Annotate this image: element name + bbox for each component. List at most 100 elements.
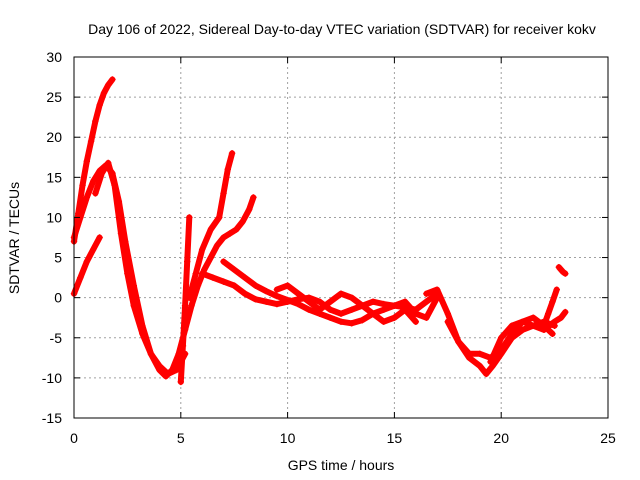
series-track-2	[70, 162, 257, 380]
series-line	[186, 150, 236, 301]
data-point	[233, 226, 240, 233]
data-point	[241, 274, 249, 281]
data-point	[380, 306, 387, 313]
data-point	[327, 314, 334, 321]
data-point	[104, 81, 112, 89]
data-point	[391, 302, 398, 309]
y-tick-label: 5	[54, 250, 62, 266]
data-point	[239, 218, 246, 225]
series-line	[71, 76, 116, 245]
data-point	[465, 350, 473, 358]
data-point	[337, 318, 345, 325]
data-point	[487, 358, 494, 366]
data-point	[83, 158, 91, 165]
data-point	[444, 318, 451, 325]
data-point	[181, 302, 189, 309]
data-point	[117, 230, 125, 237]
data-point	[147, 350, 155, 358]
y-tick-label: 20	[46, 129, 62, 145]
data-point	[79, 182, 86, 189]
data-point	[130, 302, 138, 309]
data-point	[476, 362, 484, 370]
data-point	[433, 286, 441, 293]
data-point	[284, 282, 291, 289]
data-point	[359, 316, 366, 324]
y-axis-label: SDTVAR / TECUs	[6, 182, 22, 294]
data-series	[70, 76, 569, 386]
data-point	[327, 306, 334, 313]
y-tick-labels: -15 -10 -5 0 5 10 15 20 25 30	[42, 49, 62, 426]
data-point	[423, 314, 430, 321]
data-point	[90, 246, 97, 253]
y-tick-label: 0	[54, 290, 62, 306]
data-point	[530, 322, 537, 329]
data-point	[192, 270, 199, 277]
data-point	[337, 290, 345, 297]
data-point	[369, 310, 377, 317]
x-tick-label: 5	[177, 430, 185, 446]
data-point	[83, 258, 91, 265]
data-point	[369, 298, 377, 305]
data-point	[295, 300, 302, 308]
data-point	[348, 294, 355, 301]
data-point	[553, 286, 560, 293]
series-track-9	[273, 282, 419, 325]
data-point	[284, 296, 291, 304]
data-point	[96, 234, 103, 241]
data-point	[508, 330, 516, 337]
x-tick-labels: 0 5 10 15 20 25	[70, 430, 616, 446]
data-point	[231, 282, 238, 289]
data-point	[87, 138, 95, 145]
data-point	[263, 298, 270, 305]
data-point	[104, 159, 112, 167]
axis-ticks	[73, 56, 609, 419]
series-track-4	[92, 159, 189, 378]
y-tick-label: -15	[42, 410, 62, 426]
series-track-1	[70, 76, 116, 245]
data-point	[380, 300, 387, 308]
data-point	[562, 308, 569, 316]
data-point	[207, 254, 214, 261]
grid	[74, 57, 608, 418]
data-point	[213, 242, 221, 249]
data-point	[273, 292, 281, 300]
data-point	[216, 214, 223, 221]
x-tick-label: 15	[387, 430, 403, 446]
data-point	[391, 314, 398, 321]
data-point	[220, 258, 227, 265]
data-point	[156, 362, 163, 370]
data-point	[188, 302, 195, 309]
data-point	[77, 274, 84, 281]
data-point	[444, 310, 451, 317]
data-point	[549, 298, 556, 305]
data-point	[562, 270, 569, 277]
data-point	[348, 306, 355, 313]
data-point	[273, 286, 281, 293]
data-point	[220, 278, 227, 285]
data-point	[498, 334, 505, 341]
series-track-8	[220, 258, 441, 327]
data-point	[519, 326, 526, 333]
data-point	[164, 370, 172, 378]
y-tick-label: 10	[46, 209, 62, 225]
data-point	[179, 342, 187, 349]
data-point	[207, 226, 214, 233]
data-point	[226, 230, 234, 237]
series-track-5	[177, 214, 193, 386]
data-point	[359, 302, 366, 309]
x-axis-label: GPS time / hours	[288, 457, 395, 473]
data-point	[111, 182, 118, 189]
data-point	[252, 282, 259, 289]
y-tick-label: -5	[50, 330, 63, 346]
data-point	[184, 258, 191, 265]
data-point	[245, 206, 253, 213]
data-point	[209, 274, 217, 281]
data-point	[337, 310, 345, 317]
data-point	[316, 306, 323, 313]
data-point	[177, 378, 184, 386]
data-point	[252, 296, 259, 303]
data-point	[228, 150, 236, 157]
y-tick-label: 30	[46, 49, 62, 65]
series-track-14	[555, 263, 569, 277]
